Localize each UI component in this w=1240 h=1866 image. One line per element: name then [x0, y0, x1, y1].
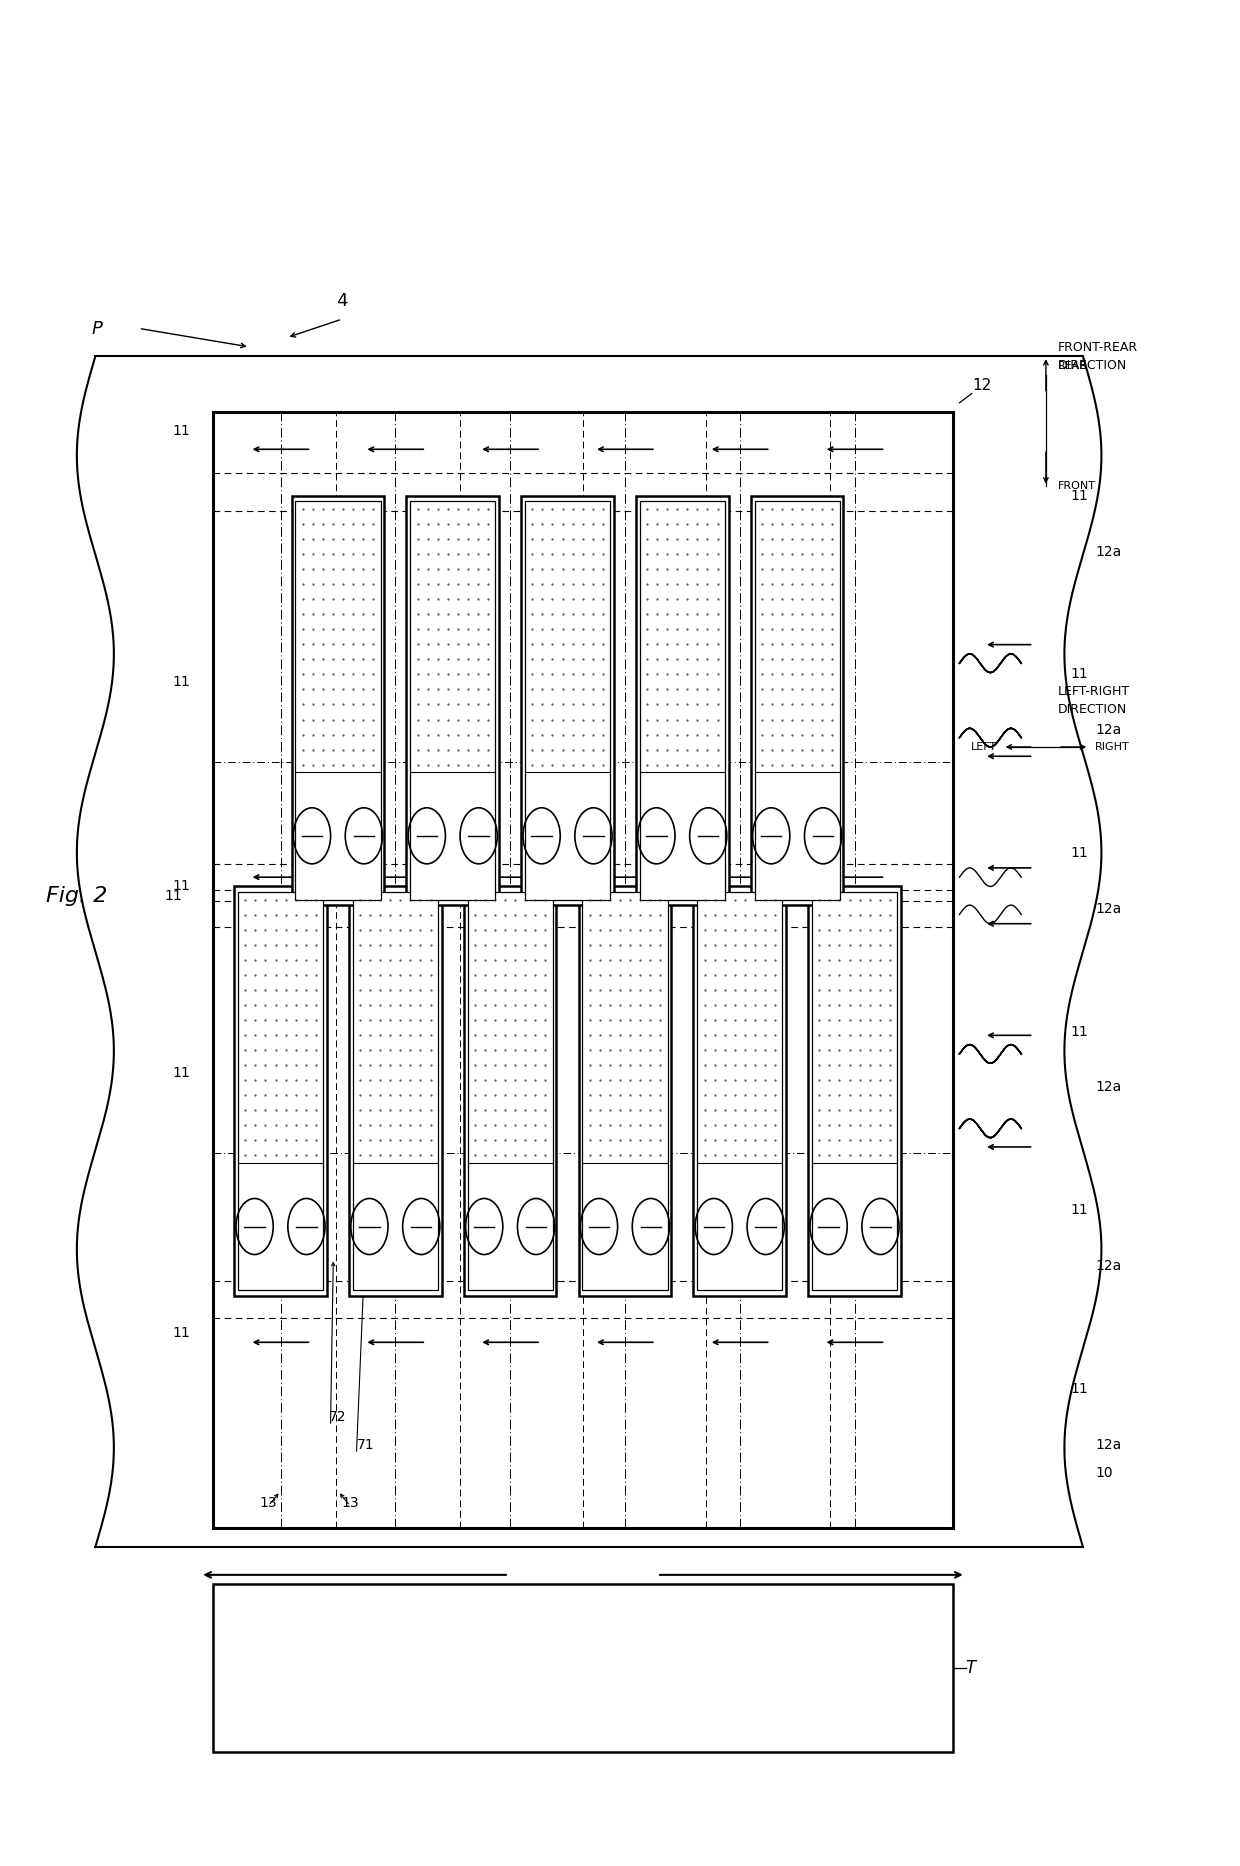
- Text: 11: 11: [172, 1065, 191, 1080]
- Bar: [693, 886, 786, 1295]
- Bar: [697, 892, 782, 1289]
- Bar: [234, 886, 327, 1295]
- Bar: [755, 502, 839, 899]
- Text: 11: 11: [172, 424, 191, 439]
- Text: LEFT: LEFT: [971, 743, 997, 752]
- Text: 13: 13: [341, 1497, 360, 1510]
- Text: 12a: 12a: [1095, 545, 1121, 558]
- Bar: [579, 886, 671, 1295]
- Bar: [407, 496, 498, 905]
- Bar: [212, 1584, 954, 1752]
- Text: 12: 12: [972, 379, 991, 394]
- Bar: [352, 892, 438, 1289]
- Text: Fig. 2: Fig. 2: [46, 886, 108, 905]
- Text: 12a: 12a: [1095, 1080, 1121, 1095]
- Text: P: P: [92, 319, 103, 338]
- Bar: [238, 892, 324, 1289]
- Text: 72: 72: [329, 1409, 346, 1424]
- Text: 11: 11: [172, 675, 191, 689]
- Text: 11: 11: [172, 1327, 191, 1340]
- Bar: [295, 502, 381, 899]
- Text: RIGHT: RIGHT: [1095, 743, 1130, 752]
- Bar: [464, 886, 557, 1295]
- Text: 4: 4: [336, 291, 347, 310]
- Bar: [521, 496, 614, 905]
- Text: 11: 11: [1070, 1383, 1089, 1396]
- Bar: [348, 886, 441, 1295]
- Bar: [291, 496, 384, 905]
- Bar: [636, 496, 729, 905]
- Text: LEFT-RIGHT
DIRECTION: LEFT-RIGHT DIRECTION: [1058, 685, 1131, 717]
- Text: 12a: 12a: [1095, 724, 1121, 737]
- Text: FRONT: FRONT: [1058, 481, 1096, 491]
- Text: 12a: 12a: [1095, 1437, 1121, 1452]
- Text: 71: 71: [356, 1437, 374, 1452]
- Bar: [640, 502, 725, 899]
- Text: 11: 11: [1070, 845, 1089, 860]
- Bar: [467, 892, 553, 1289]
- Text: T: T: [966, 1659, 976, 1678]
- Text: 11: 11: [1070, 668, 1089, 681]
- Text: 11: 11: [1070, 1024, 1089, 1039]
- Bar: [410, 502, 495, 899]
- Bar: [583, 892, 667, 1289]
- Text: 11: 11: [172, 879, 191, 894]
- Text: FRONT-REAR
DIRECTION: FRONT-REAR DIRECTION: [1058, 341, 1138, 371]
- Bar: [525, 502, 610, 899]
- Text: 11: 11: [1070, 489, 1089, 502]
- Text: 11: 11: [164, 888, 182, 903]
- Text: 10: 10: [1095, 1465, 1112, 1480]
- Bar: [212, 412, 954, 1528]
- Text: REAR: REAR: [1058, 360, 1089, 371]
- Bar: [751, 496, 843, 905]
- Text: 11: 11: [1070, 1204, 1089, 1217]
- Bar: [812, 892, 897, 1289]
- Bar: [808, 886, 900, 1295]
- Text: 13: 13: [259, 1497, 277, 1510]
- Text: 12a: 12a: [1095, 1260, 1121, 1273]
- Text: 12a: 12a: [1095, 901, 1121, 916]
